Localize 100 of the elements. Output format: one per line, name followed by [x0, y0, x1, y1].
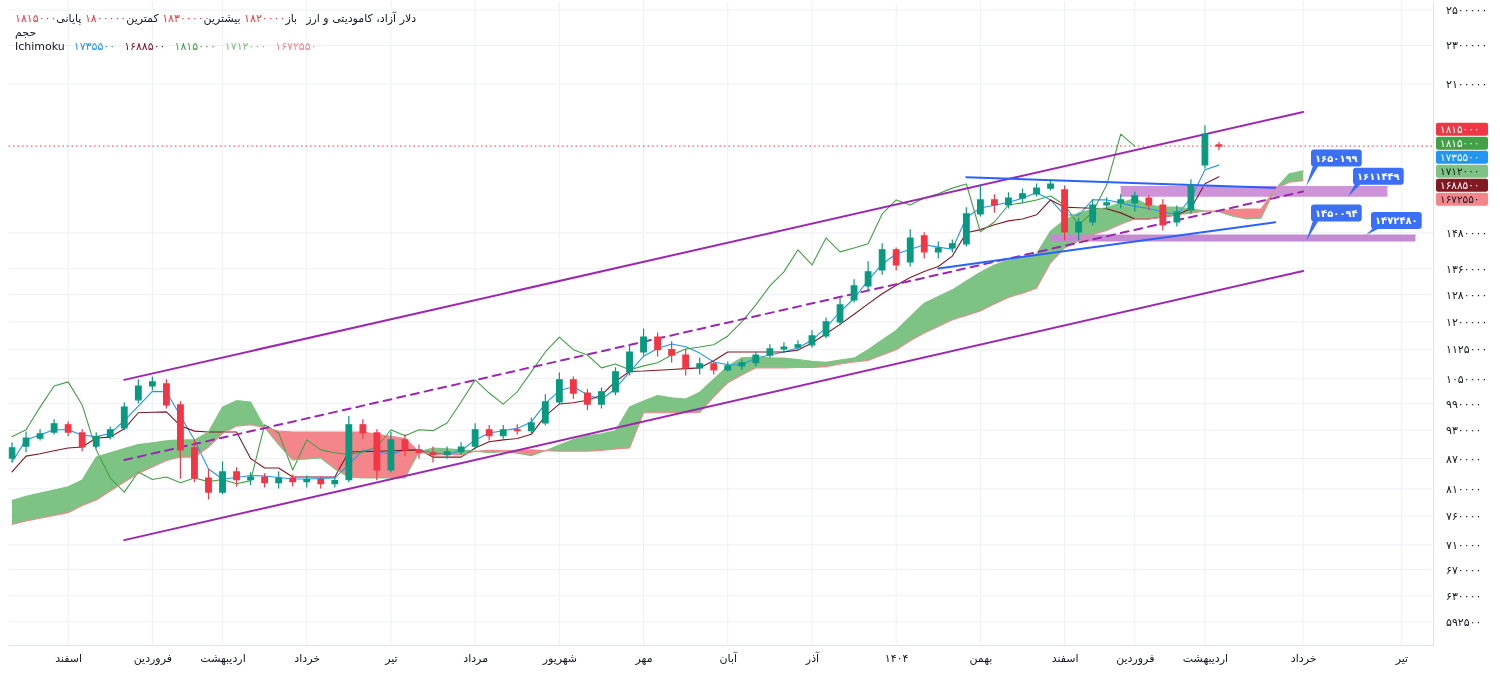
x-tick-label: تیر — [1394, 651, 1409, 665]
candlestick — [247, 472, 254, 486]
candlestick — [668, 341, 676, 363]
candlestick — [738, 359, 746, 370]
candlestick — [106, 426, 114, 440]
candlestick — [303, 475, 311, 488]
annotation: ۱۶۷۲۵۵۰ — [275, 40, 317, 53]
candlestick — [640, 328, 647, 356]
candlestick — [976, 184, 984, 217]
text: باز۱۸۲۰۰۰۰ بیشترین۱۸۳۰۰۰۰ کمترین۱۸۰۰۰۰۰ پایانی۱۸۱۵۰۰۰ — [15, 12, 298, 25]
y-tick-label: ۱۴۸۰۰۰۰ — [1446, 226, 1488, 240]
y-tick-label: ۷۱۰۰۰۰ — [1446, 538, 1482, 552]
candlestick — [191, 439, 198, 483]
y-tick-label: ۶۳۰۰۰۰ — [1446, 589, 1482, 603]
text: دلار آزاد، کامودیتی و ارز — [306, 12, 417, 25]
annotation: ۱۴۷۲۴۸۰ — [1375, 215, 1418, 227]
x-tick-label: آذر — [804, 650, 821, 665]
candlestick — [794, 340, 802, 351]
candlestick — [36, 429, 44, 441]
y-tick-label: ۹۹۰۰۰۰ — [1446, 397, 1482, 411]
candlestick — [991, 194, 998, 213]
candlestick — [317, 476, 325, 489]
annotation: ۱۷۱۲۰۰۰ — [224, 40, 267, 53]
candlestick — [233, 467, 240, 487]
x-tick-label: تیر — [384, 651, 398, 665]
candlestick — [569, 376, 577, 399]
candlestick — [934, 241, 942, 259]
candlestick — [148, 376, 156, 391]
candlestick — [162, 379, 170, 409]
candlestick — [345, 416, 353, 483]
candlestick — [920, 232, 928, 259]
x-tick-label: بهمن — [969, 651, 993, 665]
ref-line-label: ۱۸۱۵۰۰۰ — [1440, 123, 1480, 136]
candlestick — [1047, 179, 1054, 191]
annotation: حجم — [15, 26, 37, 40]
candlestick — [906, 229, 914, 267]
x-tick-label: شهریور — [541, 651, 578, 665]
x-tick-label: اردیبهشت — [1182, 651, 1229, 665]
x-tick-label: فروردین — [1116, 651, 1155, 665]
candlestick — [1117, 194, 1125, 209]
candlestick — [177, 401, 184, 479]
candlestick — [513, 424, 521, 435]
candlestick — [415, 444, 423, 459]
y-tick-label: ۲۳۰۰۰۰۰ — [1446, 39, 1488, 53]
y-tick-label: ۵۹۲۵۰۰ — [1446, 615, 1482, 629]
candlestick — [387, 431, 395, 473]
y-tick-label: ۱۰۵۰۰۰۰ — [1446, 372, 1488, 386]
candlestick — [654, 332, 661, 357]
candlestick — [864, 261, 872, 291]
candlestick — [612, 367, 619, 396]
line-series — [11, 133, 1136, 493]
x-tick-label: ۱۴۰۴ — [884, 651, 909, 665]
candlestick — [485, 425, 493, 441]
candlestick — [1061, 185, 1068, 241]
candlestick — [1173, 205, 1181, 227]
candlestick — [1019, 188, 1026, 203]
candlestick — [1187, 179, 1195, 214]
candlestick — [808, 330, 816, 348]
y-tick-label: ۸۱۰۰۰۰ — [1446, 482, 1482, 496]
candlestick — [499, 425, 507, 439]
annotation: ۱۷۳۵۵۰۰ — [73, 40, 116, 53]
annotation: ۱۶۵۰۱۹۹ — [1315, 152, 1358, 164]
candlestick — [724, 361, 732, 372]
candlestick — [1159, 199, 1167, 231]
x-tick-label: مرداد — [463, 651, 489, 665]
candlestick — [331, 477, 339, 488]
candlestick — [1103, 197, 1111, 209]
candlestick — [584, 389, 591, 411]
x-tick-label: اسفند — [1051, 651, 1079, 665]
annotation: ۱۴۵۰۰۹۴ — [1315, 207, 1358, 219]
candlestick — [275, 471, 283, 489]
candlestick — [373, 429, 381, 481]
candlestick — [878, 243, 886, 275]
candlestick — [457, 442, 465, 456]
candlestick — [1075, 217, 1083, 241]
annotation: ۱۸۱۵۰۰۰ — [174, 40, 216, 53]
annotation: Ichimoku — [15, 40, 65, 53]
candlestick — [261, 473, 269, 488]
candlestick — [219, 461, 226, 495]
y-tick-label: ۱۳۶۰۰۰۰ — [1446, 262, 1488, 276]
text: ۱۶۸۸۵۰۰ — [1440, 179, 1480, 192]
candlestick — [8, 442, 16, 463]
candlestick — [1089, 199, 1097, 226]
candlestick — [752, 351, 760, 367]
candlestick — [962, 207, 970, 247]
y-tick-label: ۶۷۰۰۰۰ — [1446, 563, 1482, 577]
text: ۱۶۷۲۵۵۰ — [1440, 193, 1480, 206]
candlestick — [682, 349, 690, 376]
text: ۱۸۱۵۰۰۰ — [1440, 137, 1480, 150]
y-tick-label: ۲۱۰۰۰۰۰ — [1446, 78, 1488, 92]
x-tick-label: خرداد — [1290, 651, 1317, 665]
candlestick — [443, 446, 451, 459]
candlestick — [22, 431, 30, 453]
candlestick — [527, 417, 535, 434]
candlestick — [205, 469, 212, 500]
candlestick — [555, 372, 563, 405]
x-tick-label: خرداد — [294, 651, 321, 665]
candlestick — [780, 342, 788, 353]
candlestick — [359, 419, 367, 439]
y-tick-label: ۱۲۰۰۰۰۰ — [1446, 315, 1488, 329]
